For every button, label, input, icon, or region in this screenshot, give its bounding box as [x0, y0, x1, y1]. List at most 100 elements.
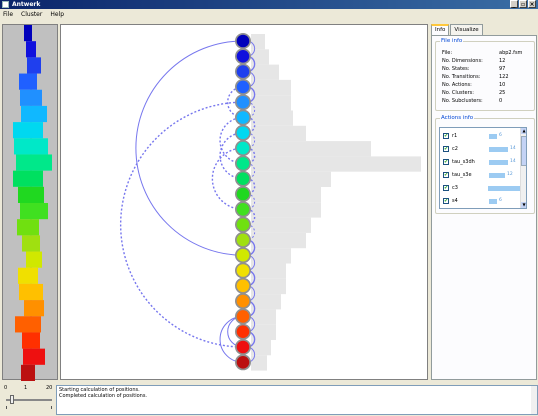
cluster-bar — [251, 34, 265, 50]
action-count-bar: 12 — [489, 172, 513, 178]
info-key: No. Clusters: — [442, 90, 474, 96]
overview-block — [23, 348, 45, 365]
action-row[interactable]: ✔ tau_s3dh 14 — [443, 157, 526, 167]
slider-max-label: 20 — [46, 385, 53, 391]
action-count-bar: 6 — [489, 198, 502, 204]
overview-block — [24, 25, 32, 42]
cluster-node — [236, 279, 250, 293]
log-line: Starting calculation of positions. — [59, 387, 140, 393]
cluster-node — [236, 172, 250, 185]
slider-thumb[interactable] — [10, 395, 15, 404]
info-key: No. States: — [442, 66, 470, 72]
overview-block — [13, 122, 43, 139]
cluster-bar — [251, 156, 421, 172]
info-value: 0 — [499, 98, 503, 104]
info-value: 122 — [499, 74, 509, 80]
action-row[interactable]: ✔ tau_s3e 12 — [443, 170, 526, 180]
transition-arc — [211, 147, 244, 210]
log-output[interactable]: Starting calculation of positions. Compl… — [56, 385, 538, 415]
overview-block — [17, 219, 39, 236]
menu-help[interactable]: Help — [50, 11, 65, 18]
scroll-thumb[interactable] — [521, 136, 526, 166]
action-count-bar: 30 — [488, 185, 526, 191]
overview-block — [14, 138, 48, 155]
cluster-node — [236, 111, 250, 124]
action-name: c2 — [452, 146, 458, 152]
app-icon — [2, 1, 9, 8]
cluster-bar — [251, 171, 331, 187]
overview-block — [21, 105, 47, 123]
cluster-bar — [251, 79, 291, 96]
cluster-bar — [251, 340, 271, 356]
cluster-bar — [251, 232, 306, 249]
action-row[interactable]: ✔ r1 6 — [443, 131, 526, 141]
action-name: tau_s3e — [452, 172, 472, 178]
cluster-bar — [251, 324, 276, 340]
transition-arc — [219, 132, 244, 180]
scroll-up-icon[interactable]: ▲ — [521, 128, 526, 134]
zoom-slider-panel: 0 1 20 — [4, 385, 54, 413]
cluster-node — [236, 65, 250, 78]
cluster-overview-plot[interactable] — [3, 25, 59, 381]
cluster-bar — [251, 125, 306, 142]
cluster-bar — [251, 64, 279, 80]
cluster-node — [236, 203, 250, 216]
checkbox-icon[interactable]: ✔ — [443, 159, 449, 165]
info-value: 25 — [499, 90, 506, 96]
action-count: 6 — [499, 132, 502, 138]
minimize-icon[interactable]: _ — [510, 0, 518, 8]
action-row[interactable]: ✔ s4 6 — [443, 196, 526, 206]
info-key: File: — [442, 50, 453, 56]
info-row: No. Subclusters: 0 — [442, 98, 532, 104]
visualization-canvas[interactable] — [60, 24, 428, 380]
overview-block — [20, 89, 42, 106]
info-key: No. Dimensions: — [442, 58, 483, 64]
checkbox-icon[interactable]: ✔ — [443, 185, 449, 191]
overview-block — [13, 170, 43, 187]
close-icon[interactable]: × — [528, 0, 536, 8]
cluster-node — [236, 157, 250, 170]
scroll-down-icon[interactable]: ▼ — [521, 202, 526, 208]
cluster-node — [236, 294, 250, 308]
state-graph-visualization[interactable] — [61, 25, 429, 381]
cluster-bar — [251, 95, 291, 111]
overview-block — [18, 186, 44, 203]
tab-visualize[interactable]: Visualize — [450, 24, 483, 35]
overview-block — [18, 267, 38, 284]
cluster-node — [236, 187, 250, 201]
cluster-bar — [251, 217, 311, 233]
info-row: No. Dimensions: 12 — [442, 58, 532, 64]
cluster-bar — [251, 49, 269, 65]
overview-block — [26, 41, 36, 58]
action-count: 12 — [507, 171, 513, 177]
overview-block — [15, 316, 41, 333]
menu-cluster[interactable]: Cluster — [21, 11, 43, 18]
info-value: 97 — [499, 66, 506, 72]
actions-scrollbar[interactable]: ▲ ▼ — [520, 128, 526, 208]
tab-info[interactable]: Info — [431, 24, 450, 35]
menu-bar: File Cluster Help — [0, 9, 538, 20]
slider-track[interactable] — [6, 399, 52, 401]
checkbox-icon[interactable]: ✔ — [443, 172, 449, 178]
action-name: s4 — [452, 198, 458, 204]
cluster-node — [236, 233, 250, 247]
checkbox-icon[interactable]: ✔ — [443, 133, 449, 139]
maximize-icon[interactable]: ▫ — [519, 0, 527, 8]
action-count-bar: 6 — [489, 133, 502, 139]
action-row[interactable]: ✔ c3 30 — [443, 183, 526, 193]
actions-list[interactable]: ✔ r1 6 ✔ c2 14 ✔ tau_s3dh 14 ✔ tau_s3e — [439, 127, 527, 209]
log-scrollbar[interactable] — [531, 386, 537, 414]
cluster-overview-panel[interactable] — [2, 24, 59, 381]
overview-block — [24, 300, 44, 317]
cluster-node — [236, 95, 250, 109]
action-row[interactable]: ✔ c2 14 — [443, 144, 526, 154]
file-info-title: File info — [440, 38, 464, 44]
checkbox-icon[interactable]: ✔ — [443, 146, 449, 152]
checkbox-icon[interactable]: ✔ — [443, 198, 449, 204]
cluster-bar — [251, 278, 286, 295]
action-name: tau_s3dh — [452, 159, 475, 165]
action-count: 6 — [499, 197, 502, 203]
info-key: No. Actions: — [442, 82, 472, 88]
menu-file[interactable]: File — [3, 11, 14, 18]
action-name: r1 — [452, 133, 458, 139]
